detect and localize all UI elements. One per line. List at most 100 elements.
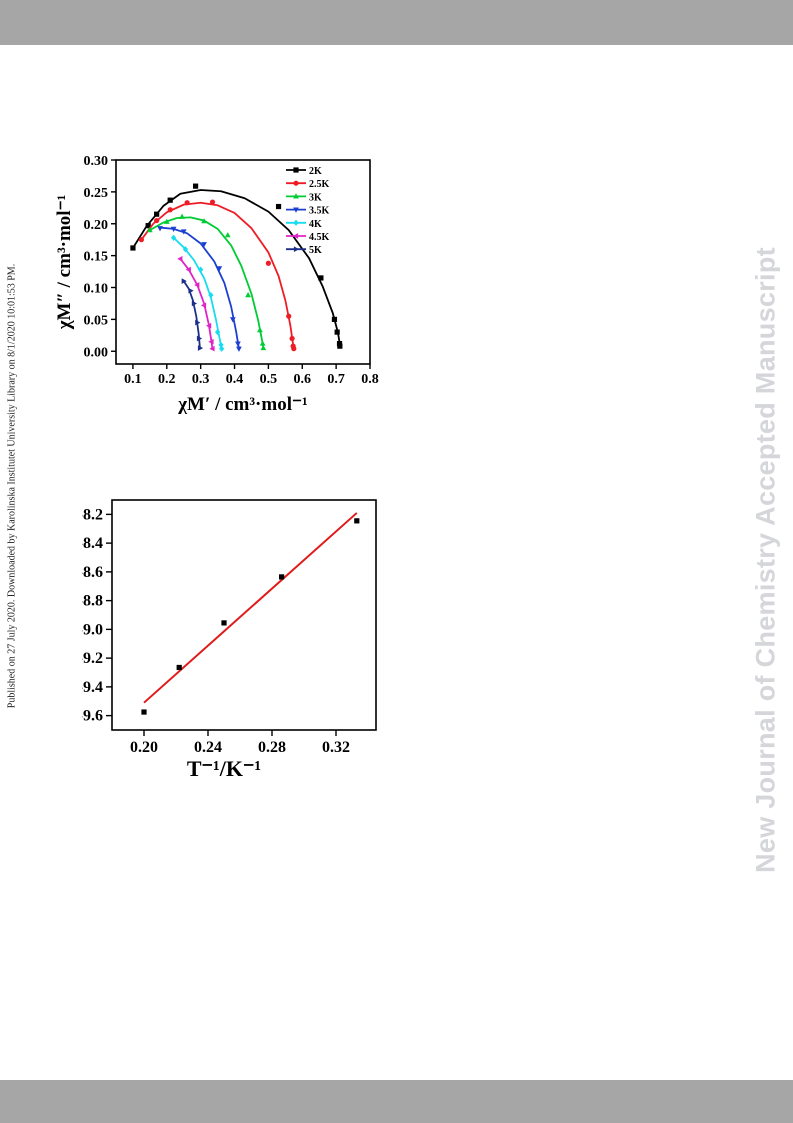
- data-point: [182, 246, 189, 253]
- y-tick-label: 0.15: [84, 250, 109, 265]
- data-point: [201, 218, 207, 224]
- publication-note: Published on 27 July 2020. Downloaded by…: [6, 263, 18, 709]
- data-point: [180, 229, 187, 235]
- arrhenius-plot: 0.20 0.24 0.28 0.32 -9.6 -9.4 -9.2 -9.0 -8.8 -8.6…: [14, 499, 377, 781]
- data-point: [196, 335, 203, 342]
- x-axis-label: T⁻¹/K⁻¹: [187, 756, 261, 781]
- data-point: [337, 343, 343, 349]
- data-point: [257, 327, 263, 333]
- fit-curve: [149, 216, 265, 350]
- data-point: [236, 346, 242, 352]
- series-4K: [170, 234, 225, 352]
- linear-fit-line: [143, 512, 358, 704]
- data-point: [209, 345, 215, 352]
- data-point: [289, 335, 295, 342]
- data-point: [208, 292, 214, 299]
- bottom-gray-bar: [0, 1080, 793, 1123]
- legend-marker: [293, 246, 300, 253]
- legend-marker: [292, 233, 299, 239]
- y-tick-label: -9.4: [82, 679, 103, 696]
- series-2K: [130, 183, 343, 349]
- data-point: [275, 203, 282, 210]
- data-point: [192, 183, 199, 189]
- y-tick-label: 0.05: [84, 313, 109, 328]
- data-point: [318, 275, 324, 281]
- data-point: [201, 242, 207, 248]
- legend-marker: [293, 219, 299, 226]
- data-point: [215, 329, 221, 336]
- legend-label: 4K: [309, 219, 322, 230]
- y-tick-label: -8.8: [82, 593, 103, 610]
- plot-frame: [111, 499, 377, 731]
- data-point: [138, 237, 144, 243]
- data-point: [167, 207, 173, 213]
- series-5K: [181, 278, 204, 351]
- x-tick-label: 0.28: [258, 739, 286, 756]
- x-tick-label: 0.4: [226, 372, 244, 387]
- fit-curve: [159, 226, 240, 349]
- data-point: [229, 317, 236, 323]
- data-point: [130, 245, 136, 251]
- series-2-5K: [138, 199, 297, 352]
- legend-label: 5K: [309, 245, 322, 256]
- data-point: [163, 218, 170, 224]
- x-tick-label: 0.32: [322, 739, 350, 756]
- journal-watermark: New Journal of Chemistry Accepted Manusc…: [750, 247, 781, 873]
- x-tick-label: 0.1: [124, 372, 142, 387]
- data-point: [154, 217, 160, 224]
- data-point: [141, 709, 147, 715]
- data-point: [245, 292, 251, 298]
- top-gray-bar: [0, 0, 793, 45]
- series-3K: [147, 213, 267, 351]
- legend-marker: [293, 180, 299, 186]
- data-point: [334, 329, 340, 335]
- plot-frame: [115, 159, 371, 365]
- data-point: [206, 322, 212, 329]
- x-tick-label: 0.8: [361, 372, 379, 387]
- data-point: [181, 278, 187, 284]
- data-point: [188, 287, 194, 294]
- y-tick-label: -9.0: [82, 621, 103, 638]
- series-4-5K: [177, 255, 215, 352]
- x-tick-label: 0.3: [192, 372, 210, 387]
- data-point: [191, 300, 198, 307]
- y-tick-label: -9.2: [82, 650, 103, 667]
- data-point: [259, 340, 266, 346]
- data-point: [331, 316, 338, 322]
- x-tick-label: 0.20: [130, 739, 158, 756]
- data-point: [167, 197, 173, 203]
- x-tick-label: 0.24: [194, 739, 222, 756]
- data-point: [170, 226, 177, 232]
- data-point: [177, 255, 183, 262]
- data-point: [200, 302, 207, 309]
- y-tick-label: 0.20: [84, 218, 109, 233]
- data-point: [279, 574, 285, 580]
- data-point: [184, 200, 190, 206]
- data-point: [198, 266, 204, 273]
- arrhenius-figure: 0.20 0.24 0.28 0.32 -9.6 -9.4 -9.2 -9.0 -8.8 -8.6…: [14, 494, 382, 787]
- data-point: [265, 260, 271, 266]
- y-tick-label: -8.2: [82, 506, 103, 523]
- data-point: [224, 232, 231, 238]
- data-point: [235, 341, 241, 347]
- data-point: [260, 344, 267, 351]
- data-point: [219, 345, 225, 352]
- cole-cole-plot: 0.1 0.2 0.3 0.4 0.5 0.6 0.7 0.8 0.00 0.05 0.10 0.15…: [54, 154, 379, 415]
- data-point: [154, 211, 160, 217]
- y-tick-label: -9.6: [82, 708, 103, 725]
- x-tick-label: 0.2: [158, 372, 176, 387]
- data-point: [179, 213, 185, 219]
- y-tick-label: 0.30: [84, 154, 109, 169]
- legend-label: 3K: [309, 192, 322, 203]
- data-point: [185, 266, 191, 273]
- y-tick-label: 0.00: [84, 345, 109, 360]
- fit-curve: [132, 189, 342, 347]
- y-tick-label: 0.25: [84, 186, 109, 201]
- legend-label: 2K: [309, 166, 322, 177]
- legend-label: 3.5K: [309, 206, 330, 217]
- data-point: [147, 227, 153, 233]
- y-axis-label: χM″ / cm³·mol⁻¹: [54, 195, 75, 331]
- data-point: [176, 664, 182, 671]
- legend-marker: [293, 167, 299, 173]
- legend-marker: [293, 193, 299, 199]
